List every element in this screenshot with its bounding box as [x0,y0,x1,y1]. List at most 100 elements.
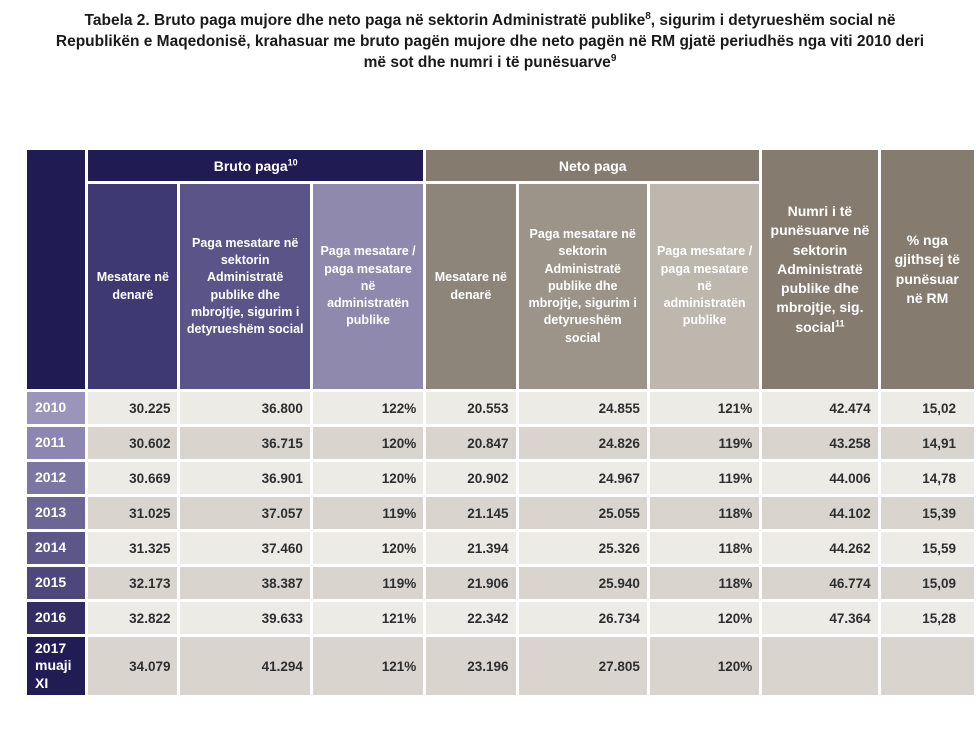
data-cell: 25.940 [518,567,647,599]
data-cell: 119% [312,567,424,599]
data-cell: 20.553 [426,392,516,424]
data-cell: 25.326 [518,532,647,564]
year-cell: 2010 [27,392,86,424]
data-cell: 39.633 [180,602,310,634]
group-neto-label: Neto paga [558,157,627,174]
data-cell: 44.262 [762,532,878,564]
col-header-neto-average: Mesatare në denarë [426,184,516,389]
table-row: 2016 32.822 39.633 121% 22.342 26.734 12… [27,602,974,634]
data-cell: 32.173 [88,567,178,599]
data-cell: 21.906 [426,567,516,599]
year-cell: 2015 [27,567,86,599]
data-cell: 36.901 [180,462,310,494]
data-cell: 31.325 [88,532,178,564]
data-cell: 36.715 [180,427,310,459]
data-cell: 22.342 [426,602,516,634]
data-cell: 14,78 [880,462,974,494]
table-row: 2013 31.025 37.057 119% 21.145 25.055 11… [27,497,974,529]
data-cell: 20.902 [426,462,516,494]
data-cell: 31.025 [88,497,178,529]
data-cell: 27.805 [518,637,647,695]
data-cell: 15,39 [880,497,974,529]
year-cell: 2014 [27,532,86,564]
col-c7-label: Numri i të punësuarve në sektorin Admini… [770,202,870,335]
data-cell: 118% [649,532,760,564]
data-cell: 24.967 [518,462,647,494]
table-body: 2010 30.225 36.800 122% 20.553 24.855 12… [27,392,974,695]
data-cell: 30.669 [88,462,178,494]
data-cell: 20.847 [426,427,516,459]
year-cell: 2017 muaji XI [27,637,86,695]
data-cell: 37.057 [180,497,310,529]
data-cell: 37.460 [180,532,310,564]
group-header-bruto: Bruto paga10 [88,150,424,181]
data-cell: 121% [312,602,424,634]
data-cell: 120% [312,462,424,494]
group-bruto-label: Bruto paga [213,157,288,174]
col-header-percent-employed: % nga gjithsej të punësuar në RM [880,150,974,389]
year-cell: 2011 [27,427,86,459]
col-header-neto-sector-average: Paga mesatare në sektorin Administratë p… [518,184,647,389]
data-cell: 24.855 [518,392,647,424]
data-cell: 120% [312,427,424,459]
data-cell: 21.145 [426,497,516,529]
data-cell: 21.394 [426,532,516,564]
data-cell: 30.225 [88,392,178,424]
table-row: 2015 32.173 38.387 119% 21.906 25.940 11… [27,567,974,599]
data-cell: 24.826 [518,427,647,459]
data-cell: 34.079 [88,637,178,695]
data-cell: 122% [312,392,424,424]
table-title: Tabela 2. Bruto paga mujore dhe neto pag… [54,10,926,73]
data-cell: 15,02 [880,392,974,424]
data-cell: 36.800 [180,392,310,424]
data-cell: 15,09 [880,567,974,599]
data-cell: 47.364 [762,602,878,634]
data-cell: 44.102 [762,497,878,529]
data-cell [880,637,974,695]
data-cell: 44.006 [762,462,878,494]
footnote-marker-11: 11 [835,318,845,329]
data-cell: 15,28 [880,602,974,634]
data-cell: 46.774 [762,567,878,599]
data-cell: 119% [649,427,760,459]
data-cell: 30.602 [88,427,178,459]
table-row: 2010 30.225 36.800 122% 20.553 24.855 12… [27,392,974,424]
corner-cell [27,150,86,389]
table-header: Bruto paga10 Neto paga Numri i të punësu… [27,150,974,389]
table-row: 2014 31.325 37.460 120% 21.394 25.326 11… [27,532,974,564]
table-row: 2011 30.602 36.715 120% 20.847 24.826 11… [27,427,974,459]
year-cell: 2016 [27,602,86,634]
footnote-marker-9: 9 [610,52,617,64]
col-header-neto-ratio: Paga mesatare / paga mesatare në adminis… [649,184,760,389]
salary-comparison-table: Bruto paga10 Neto paga Numri i të punësu… [24,147,977,698]
sub-header-row: Mesatare në denarë Paga mesatare në sekt… [27,184,974,389]
data-cell: 119% [312,497,424,529]
data-cell: 32.822 [88,602,178,634]
data-cell: 26.734 [518,602,647,634]
group-header-neto: Neto paga [426,150,760,181]
data-cell: 38.387 [180,567,310,599]
data-cell: 120% [649,602,760,634]
data-cell: 121% [649,392,760,424]
data-cell: 42.474 [762,392,878,424]
footnote-marker-8: 8 [645,10,651,22]
data-cell: 25.055 [518,497,647,529]
group-header-row: Bruto paga10 Neto paga Numri i të punësu… [27,150,974,389]
data-cell: 118% [649,497,760,529]
year-cell: 2013 [27,497,86,529]
col-header-bruto-average: Mesatare në denarë [88,184,178,389]
data-cell: 14,91 [880,427,974,459]
title-text-1: Tabela 2. Bruto paga mujore dhe neto pag… [84,12,646,29]
data-cell [762,637,878,695]
footnote-marker-10: 10 [287,156,298,167]
data-cell: 119% [649,462,760,494]
data-cell: 120% [312,532,424,564]
col-header-bruto-ratio: Paga mesatare / paga mesatare në adminis… [312,184,424,389]
year-cell: 2012 [27,462,86,494]
data-cell: 121% [312,637,424,695]
col-header-employees-count: Numri i të punësuarve në sektorin Admini… [762,150,878,389]
table-container: Bruto paga10 Neto paga Numri i të punësu… [24,147,980,698]
data-cell: 23.196 [426,637,516,695]
col-header-bruto-sector-average: Paga mesatare në sektorin Administratë p… [180,184,310,389]
data-cell: 41.294 [180,637,310,695]
